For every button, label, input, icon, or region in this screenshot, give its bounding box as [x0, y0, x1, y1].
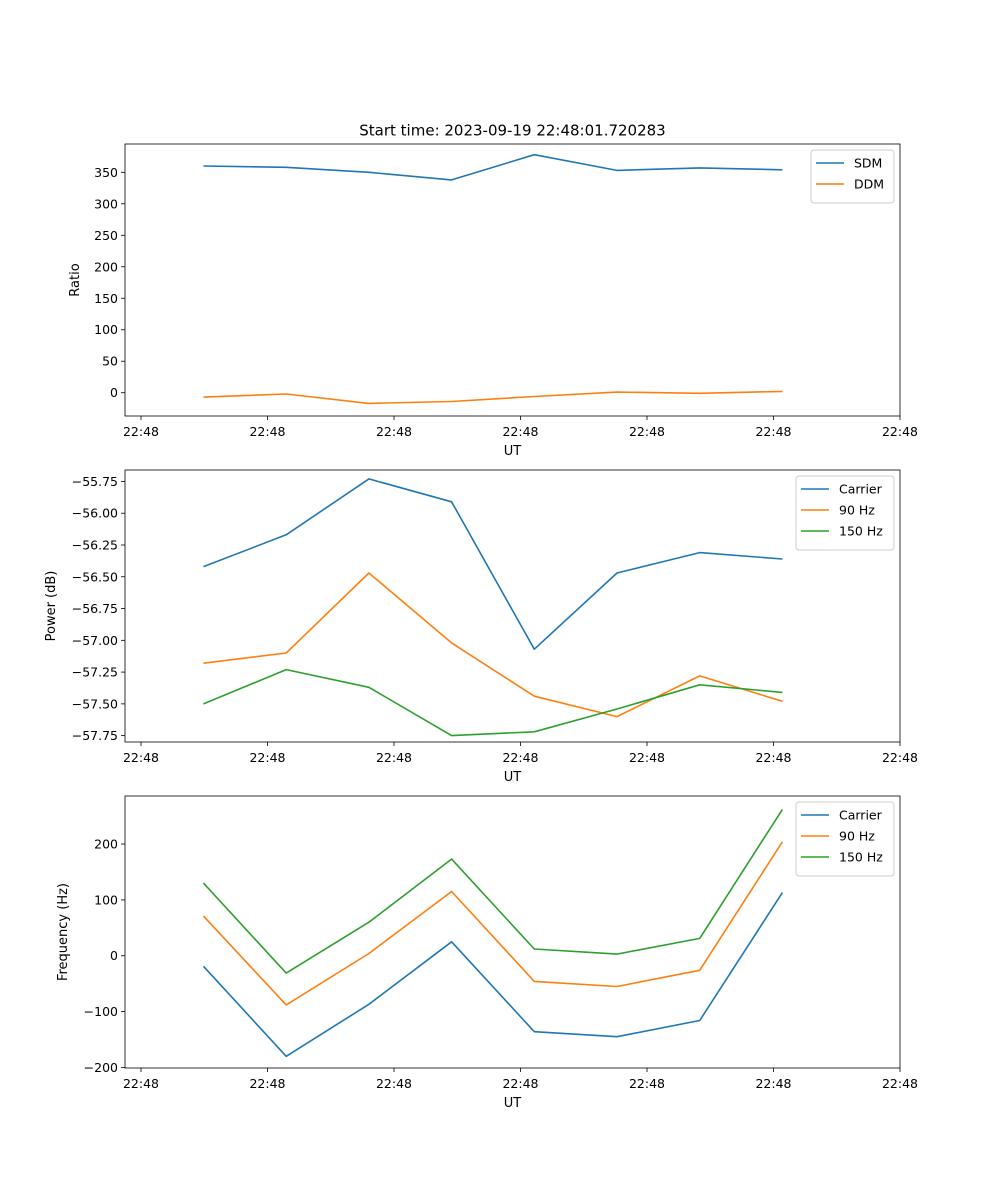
y-tick-label: −57.00: [72, 633, 118, 648]
x-tick-label: 22:48: [629, 750, 665, 765]
x-tick-label: 22:48: [882, 1076, 918, 1091]
legend-label: 150 Hz: [839, 850, 883, 865]
series-line-carrier: [203, 478, 783, 651]
x-tick-label: 22:48: [755, 750, 791, 765]
x-tick-label: 22:48: [123, 424, 159, 439]
y-tick-label: 150: [94, 291, 118, 306]
figure-title: Start time: 2023-09-19 22:48:01.720283: [359, 122, 665, 140]
axes-frame: [124, 143, 901, 417]
y-tick-label: 300: [94, 196, 118, 211]
legend-label: SDM: [854, 156, 882, 171]
axes-frame: [124, 795, 901, 1069]
series-line-sdm: [203, 153, 783, 181]
y-axis-label: Ratio: [68, 263, 83, 296]
x-axis-label: UT: [504, 444, 522, 459]
x-axis-label: UT: [504, 1096, 522, 1111]
legend-label: Carrier: [839, 808, 883, 823]
x-tick-label: 22:48: [249, 424, 285, 439]
subplot-power: −57.75 −57.50 −57.25 −57.00 −56.75 −56.50 −56.…: [44, 469, 918, 785]
legend-label: DDM: [854, 177, 884, 192]
x-tick-label: 22:48: [249, 750, 285, 765]
x-tick-label: 22:48: [249, 1076, 285, 1091]
subplot-ratio: 0 50 100 150 200 250 300 350 22:48 22:48 22:48 22:4…: [68, 143, 918, 459]
legend-label: 90 Hz: [839, 503, 875, 518]
y-tick-label: 100: [94, 322, 118, 337]
series-line-carrier: [202, 892, 784, 1058]
y-tick-label: −200: [84, 1060, 118, 1075]
y-tick-label: −57.50: [72, 696, 118, 711]
subplot-frequency: −200 −100 0 100 200 22:48 22:48 22:48 22:48 22:48…: [56, 795, 918, 1111]
x-tick-label: 22:48: [755, 1076, 791, 1091]
x-axis-label: UT: [504, 770, 522, 785]
series-line-150-hz: [202, 808, 784, 974]
x-tick-label: 22:48: [882, 424, 918, 439]
y-axis-label: Frequency (Hz): [56, 883, 71, 981]
series-line-90-hz: [203, 572, 783, 718]
y-tick-label: −56.75: [72, 601, 118, 616]
y-tick-label: −57.25: [72, 665, 118, 680]
y-tick-label: −55.75: [72, 474, 118, 489]
y-tick-label: −57.75: [72, 728, 118, 743]
x-tick-label: 22:48: [376, 424, 412, 439]
series-line-150-hz: [203, 668, 783, 737]
y-axis-label: Power (dB): [44, 571, 59, 642]
x-tick-label: 22:48: [882, 750, 918, 765]
y-tick-label: 250: [94, 228, 118, 243]
legend-label: 90 Hz: [839, 829, 875, 844]
y-tick-label: 350: [94, 165, 118, 180]
axes-frame: [124, 469, 901, 743]
y-tick-label: −56.25: [72, 537, 118, 552]
x-tick-label: 22:48: [502, 750, 538, 765]
legend-label: 150 Hz: [839, 524, 883, 539]
y-tick-label: −56.00: [72, 506, 118, 521]
y-tick-label: 200: [94, 837, 118, 852]
x-tick-label: 22:48: [629, 424, 665, 439]
x-tick-label: 22:48: [755, 424, 791, 439]
x-tick-label: 22:48: [123, 1076, 159, 1091]
x-tick-label: 22:48: [376, 1076, 412, 1091]
series-line-90-hz: [202, 841, 784, 1006]
y-tick-label: 200: [94, 259, 118, 274]
x-tick-label: 22:48: [502, 424, 538, 439]
y-tick-label: 0: [110, 385, 118, 400]
x-tick-label: 22:48: [629, 1076, 665, 1091]
y-tick-label: 50: [102, 354, 118, 369]
x-tick-label: 22:48: [123, 750, 159, 765]
x-tick-label: 22:48: [502, 1076, 538, 1091]
y-tick-label: 0: [110, 948, 118, 963]
x-tick-label: 22:48: [376, 750, 412, 765]
y-tick-label: −100: [84, 1004, 118, 1019]
y-tick-label: −56.50: [72, 569, 118, 584]
y-tick-label: 100: [94, 892, 118, 907]
legend-label: Carrier: [839, 482, 883, 497]
series-line-ddm: [203, 390, 783, 405]
